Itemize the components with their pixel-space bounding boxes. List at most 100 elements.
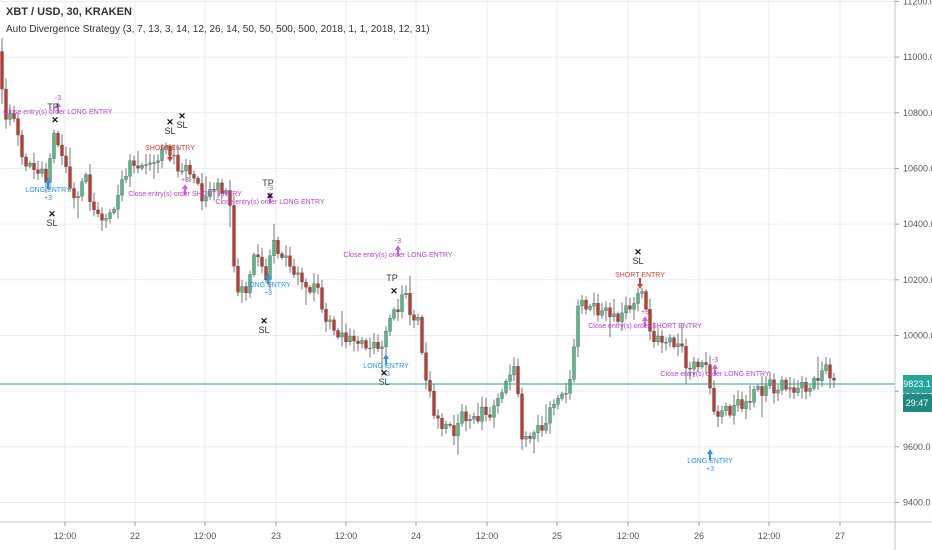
candle-body <box>196 178 200 184</box>
candle-body <box>692 361 696 370</box>
time-tick-label: 12:00 <box>335 531 358 541</box>
long-entry-qty: +3 <box>264 290 272 297</box>
time-tick-label: 27 <box>835 531 845 541</box>
time-axis[interactable]: 12:00 22 12:00 23 12:00 24 12:00 25 12:00 26 12:00… <box>54 522 845 541</box>
price-tick-label: 9600.0 <box>903 442 931 452</box>
candle-body <box>568 379 572 394</box>
candle-body <box>660 335 664 343</box>
last-price-badge <box>903 375 932 393</box>
time-tick-label: 12:00 <box>54 531 77 541</box>
candle-body <box>112 209 116 213</box>
candle-body <box>352 335 356 342</box>
take-profit-x-icon: ✕ <box>51 115 59 125</box>
price-tick-label: 10000.0 <box>903 330 932 340</box>
candle-body <box>680 343 684 347</box>
candle-body <box>284 255 288 258</box>
candle-body <box>624 305 628 314</box>
candle-body <box>356 340 360 344</box>
stop-loss-x-icon: ✕ <box>178 111 186 121</box>
price-axis[interactable]: 11200.0 11000.0 10800.0 10600.0 10400.0 10200… <box>895 0 932 508</box>
candle-body <box>8 113 12 120</box>
candle-body <box>496 398 500 407</box>
candle-body <box>808 388 812 392</box>
stop-loss-x-icon: ✕ <box>166 117 174 127</box>
candle-body <box>656 335 660 343</box>
candle-body <box>716 411 720 417</box>
close-order-label: Close entry(s) order SHORT ENTRY <box>128 191 242 198</box>
take-profit-label: TP <box>47 102 59 112</box>
long-entry-qty: +3 <box>44 195 52 202</box>
long-entry-arrow <box>45 178 51 189</box>
candle-body <box>64 155 68 167</box>
candle-body <box>392 309 396 319</box>
long-entry-label: LONG ENTRY <box>687 458 733 465</box>
stop-loss-x-icon: ✕ <box>380 368 388 378</box>
price-tick-label: 10600.0 <box>903 163 932 173</box>
candle-body <box>132 160 136 166</box>
time-tick-label: 12:00 <box>194 531 217 541</box>
candle-body <box>144 164 148 166</box>
candle-body <box>668 337 672 343</box>
candle-body <box>340 332 344 338</box>
candle-body <box>252 254 256 275</box>
candle-body <box>28 162 32 167</box>
candle-body <box>56 132 60 146</box>
candle-body <box>620 312 624 322</box>
candle-body <box>336 330 340 338</box>
candle-body <box>128 160 132 177</box>
candle-body <box>724 406 728 411</box>
candle-body <box>504 380 508 393</box>
candle-body <box>772 379 776 394</box>
candle-body <box>712 387 716 412</box>
close-order-qty: -3 <box>395 238 401 245</box>
long-entry-label: LONG ENTRY <box>363 363 409 370</box>
candle-body <box>396 309 400 312</box>
candle-body <box>636 293 640 304</box>
candle-body <box>628 305 632 310</box>
candle-body <box>136 165 140 169</box>
long-entry-arrow <box>265 273 271 284</box>
candle-body <box>492 405 496 418</box>
candle-body <box>244 286 248 294</box>
candle-body <box>828 364 832 379</box>
last-price-label: 9823.1 <box>903 379 931 389</box>
candle-body <box>280 253 284 258</box>
candle-body <box>652 331 656 343</box>
candle-body <box>20 134 24 158</box>
long-entry-label: LONG ENTRY <box>25 187 71 194</box>
candle-body <box>592 303 596 307</box>
take-profit-x-icon: ✕ <box>266 191 274 201</box>
candle-body <box>72 188 76 199</box>
candle-body <box>224 190 228 194</box>
candle-body <box>24 156 28 167</box>
candle-body <box>32 162 36 170</box>
candle-body <box>512 366 516 376</box>
candle-body <box>308 287 312 293</box>
candle-body <box>268 255 272 280</box>
time-tick-label: 25 <box>552 531 562 541</box>
short-entry-label: SHORT ENTRY <box>615 272 665 279</box>
candle-body <box>688 367 692 370</box>
candle-body <box>12 113 16 119</box>
candle-body <box>152 162 156 164</box>
grid <box>0 0 895 522</box>
candle-body <box>184 164 188 172</box>
long-entry-qty: +3 <box>706 466 714 473</box>
candle-body <box>204 196 208 202</box>
candle-body <box>784 379 788 390</box>
time-tick-label: 24 <box>411 531 421 541</box>
candle-body <box>304 281 308 288</box>
candle-body <box>608 307 612 317</box>
candle-body <box>60 144 64 157</box>
candle-body <box>552 404 556 408</box>
candle-body <box>316 283 320 288</box>
candle-body <box>560 393 564 399</box>
candle-body <box>344 332 348 343</box>
candle-body <box>556 398 560 405</box>
close-order-label: Close entry(s) order LONG ENTRY <box>3 109 113 116</box>
candle-body <box>360 340 364 344</box>
candle-body <box>600 310 604 316</box>
long-entry-arrow <box>383 354 389 365</box>
